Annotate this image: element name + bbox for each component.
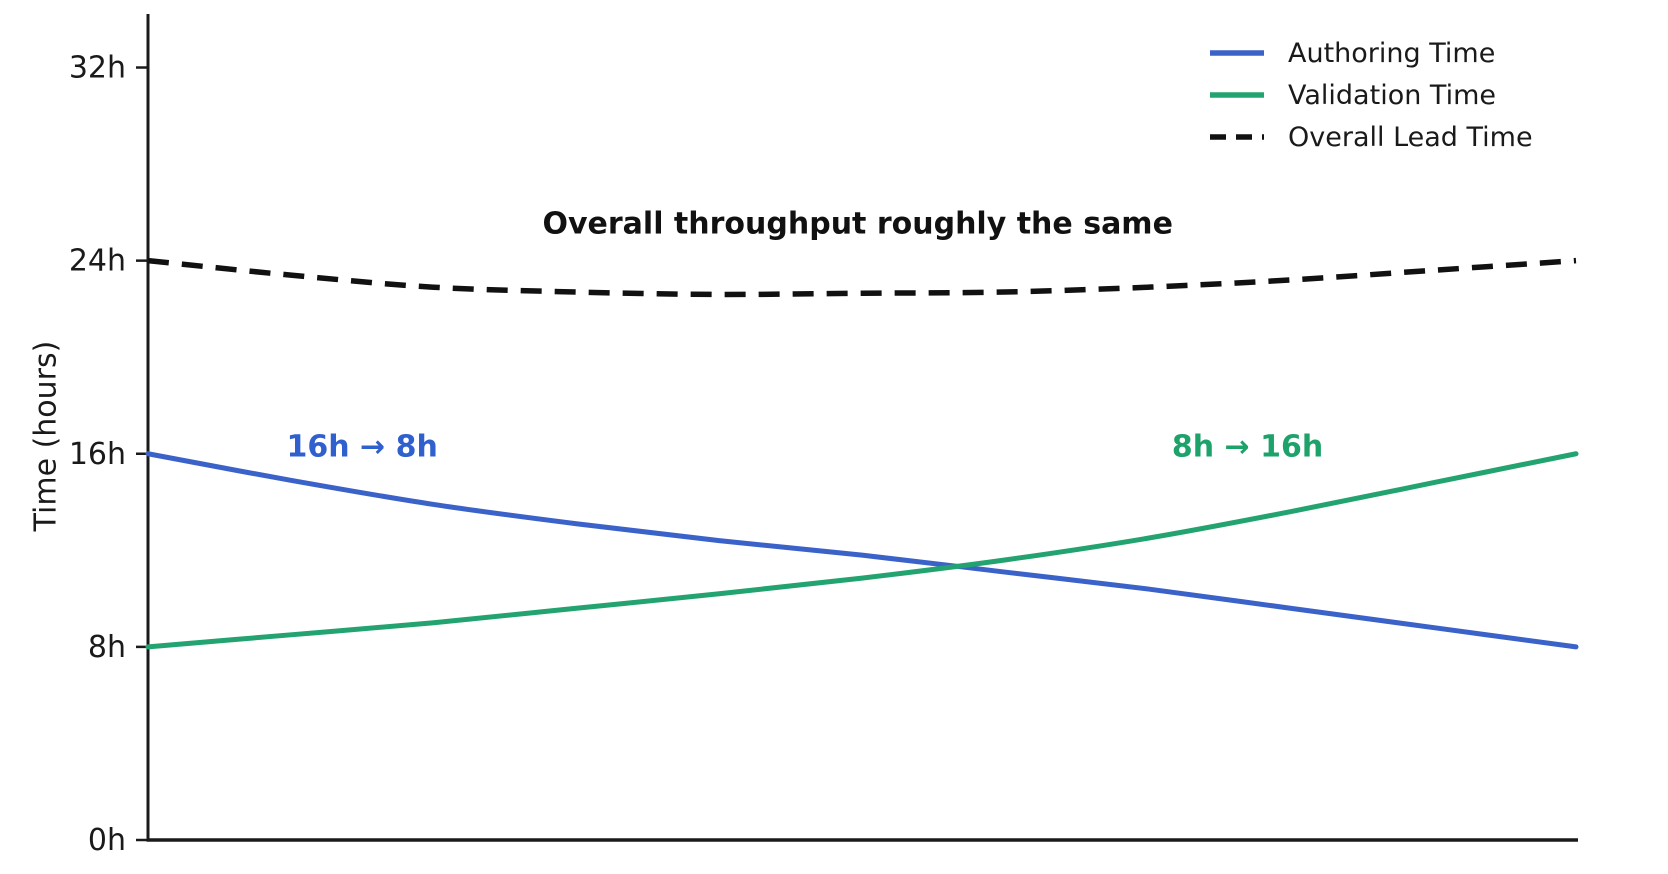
series-curves: [145, 257, 1579, 650]
annotation-validation-change: 8h → 16h: [1171, 429, 1324, 465]
y-tick-label: 16h: [69, 437, 126, 472]
legend-row-overall: Overall Lead Time: [1208, 116, 1533, 158]
y-axis-title: Time (hours): [28, 340, 64, 532]
legend: Authoring Time Validation Time Overall L…: [1208, 32, 1533, 158]
validation-line-swatch-icon: [1210, 92, 1264, 98]
y-axis-ticks: 0h 8h 16h 24h 32h: [69, 51, 148, 858]
legend-label-validation: Validation Time: [1288, 79, 1496, 111]
legend-label-authoring: Authoring Time: [1288, 37, 1496, 69]
y-tick-label: 24h: [69, 244, 126, 279]
overall-dashed-line-swatch-icon: [1210, 134, 1264, 140]
annotation-authoring-change: 16h → 8h: [286, 429, 438, 465]
axes: [146, 14, 1578, 842]
y-tick-label: 0h: [88, 823, 126, 858]
legend-label-overall: Overall Lead Time: [1288, 121, 1533, 153]
y-tick-label: 8h: [88, 630, 126, 665]
validation-time-line: [145, 451, 1579, 650]
overall-lead-time-line: [147, 257, 1577, 298]
legend-row-validation: Validation Time: [1208, 74, 1533, 116]
y-tick-label: 32h: [69, 51, 126, 86]
authoring-time-line: [145, 451, 1579, 650]
authoring-line-swatch-icon: [1210, 50, 1264, 56]
legend-row-authoring: Authoring Time: [1208, 32, 1533, 74]
annotation-overall-throughput: Overall throughput roughly the same: [542, 206, 1173, 242]
